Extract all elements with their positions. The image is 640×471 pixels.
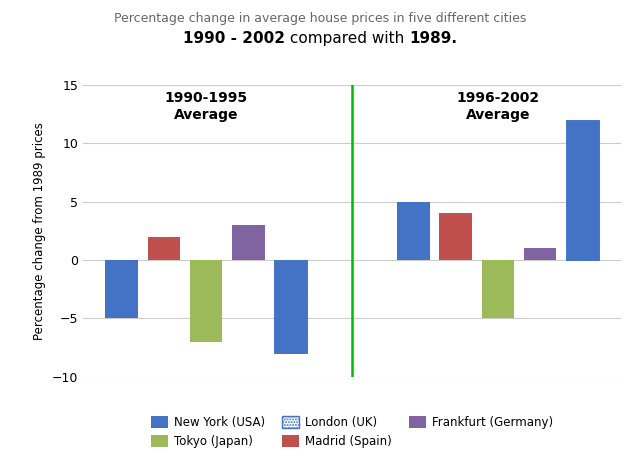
Bar	[105, 260, 138, 318]
Text: 1990 - 2002: 1990 - 2002	[183, 31, 285, 46]
Text: 1996-2002: 1996-2002	[456, 90, 540, 105]
Bar	[439, 213, 472, 260]
Bar	[232, 225, 265, 260]
Bar	[524, 248, 556, 260]
Text: Average: Average	[466, 108, 530, 122]
Bar	[397, 202, 430, 260]
Text: compared with: compared with	[285, 31, 409, 46]
Text: 1989.: 1989.	[409, 31, 457, 46]
Bar	[481, 260, 514, 318]
Bar	[566, 120, 598, 260]
Bar	[147, 236, 180, 260]
Bar	[275, 260, 307, 353]
Y-axis label: Percentage change from 1989 prices: Percentage change from 1989 prices	[33, 122, 47, 340]
Bar	[189, 260, 223, 342]
Bar	[566, 120, 598, 260]
Legend: New York (USA), Tokyo (Japan), London (UK), Madrid (Spain), Frankfurt (Germany): New York (USA), Tokyo (Japan), London (U…	[147, 411, 557, 453]
Text: Percentage change in average house prices in five different cities: Percentage change in average house price…	[114, 12, 526, 25]
Bar	[275, 260, 307, 353]
Text: 1990-1995: 1990-1995	[164, 90, 248, 105]
Text: Average: Average	[174, 108, 238, 122]
